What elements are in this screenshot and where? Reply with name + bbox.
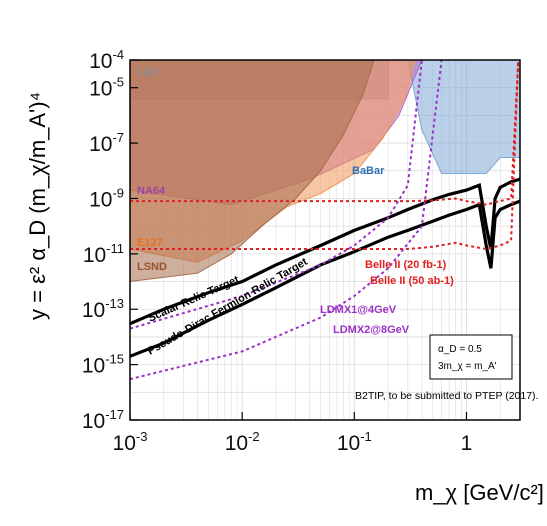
plot-frame: [129, 59, 521, 421]
curve-pseudo-dirac-fermion-relic-target: [130, 199, 520, 358]
x-tick-label: 10-2: [225, 429, 260, 455]
curve-ldmx2-8gev: [130, 60, 443, 381]
curve-ldmx1-4gev: [130, 60, 423, 330]
credit-text: B2TIP, to be submitted to PTEP (2017).: [355, 390, 538, 402]
y-axis-label: y = ε² α_D (m_χ/m_A')⁴: [25, 92, 50, 320]
label-na64: NA64: [137, 185, 166, 197]
label-belle-ii-20-fb-1: Belle II (20 fb-1): [365, 259, 447, 271]
y-tick-label: 10-11: [83, 241, 124, 267]
y-tick-label: 10-15: [82, 352, 124, 378]
label-ldmx2-8gev: LDMX2@8GeV: [333, 324, 410, 336]
x-tick-label: 1: [461, 432, 473, 455]
y-tick-label: 10-4: [89, 47, 124, 73]
note-line-1: α_D = 0.5: [438, 344, 482, 355]
x-axis-label: m_χ [GeV/c²]: [415, 480, 544, 505]
label-babar: BaBar: [352, 165, 385, 177]
y-tick-label: 10-9: [89, 185, 124, 211]
label-lsnd: LSND: [137, 261, 167, 273]
sensitivity-curves: [130, 60, 520, 381]
region-lsnd: [130, 60, 375, 283]
region-babar: [407, 60, 520, 174]
note-box: [429, 334, 513, 380]
y-tick-label: 10-5: [89, 75, 124, 101]
y-tick-label: 10-17: [82, 407, 124, 433]
exclusion-regions: [130, 60, 520, 283]
label-belle-ii-50-ab-1: Belle II (50 ab-1): [370, 275, 454, 287]
curve-belle-ii-20-fb-1: [130, 60, 520, 206]
x-tick-label: 10-3: [113, 429, 148, 455]
note-line-2: 3m_χ = m_A': [438, 361, 497, 372]
label-e137: E137: [137, 237, 163, 249]
x-tick-label: 10-1: [337, 429, 372, 455]
y-tick-label: 10-13: [82, 296, 124, 322]
label-lep: LEP: [137, 67, 158, 79]
label-ldmx1-4gev: LDMX1@4GeV: [320, 304, 397, 316]
y-tick-label: 10-7: [89, 130, 124, 156]
curve-belle-ii-50-ab-1: [130, 60, 520, 251]
